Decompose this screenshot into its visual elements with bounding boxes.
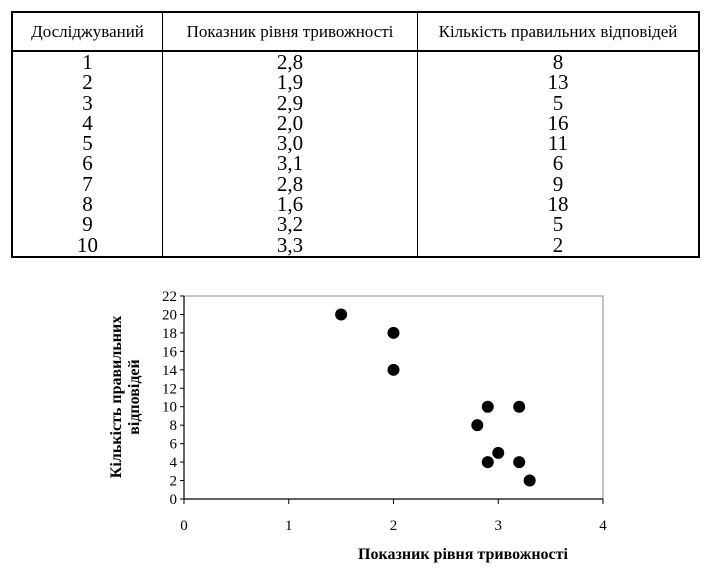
- y-tick-label: 16: [162, 344, 178, 360]
- table-cell: 9: [82, 212, 93, 237]
- table-cell: 5: [82, 131, 93, 156]
- x-tick-label: 2: [390, 518, 398, 534]
- table-cell: 7: [82, 171, 93, 196]
- table-cell: 2: [82, 70, 93, 95]
- y-axis-label-line2: відповідей: [126, 359, 143, 435]
- table-header: Досліджуваний Показник рівня тривожності…: [13, 13, 698, 52]
- y-tick-label: 2: [170, 474, 178, 490]
- data-point: [513, 456, 526, 469]
- table-cell: 10: [77, 232, 98, 257]
- data-point: [387, 363, 400, 376]
- y-tick-label: 12: [162, 381, 177, 397]
- y-tick-label: 14: [162, 363, 178, 379]
- y-tick-label: 18: [162, 326, 177, 342]
- column-correct-answers: 8 13 5 16 11 6 9 18 5 2: [418, 50, 698, 257]
- data-point: [481, 400, 494, 413]
- data-table: Досліджуваний Показник рівня тривожності…: [11, 11, 700, 258]
- x-tick-label: 3: [495, 518, 503, 534]
- header-anxiety: Показник рівня тривожності: [163, 13, 418, 50]
- table-cell: 2,9: [276, 90, 304, 115]
- table-cell: 5: [552, 212, 564, 237]
- table-body: 1 2 3 4 5 6 7 8 9 10 2,8 1,9 2,9 2,0 3,0 3,1 2,8 1,6 3,2 3…: [13, 50, 698, 257]
- header-correct-answers: Кількість правильних відповідей: [438, 21, 678, 41]
- table-cell: 3,2: [276, 212, 304, 237]
- y-tick-label: 4: [170, 455, 178, 471]
- table-cell: 8: [82, 192, 93, 217]
- table-cell: 1: [82, 50, 93, 74]
- y-tick-label: 0: [170, 492, 178, 508]
- table-cell: 4: [82, 110, 93, 135]
- table-cell: 2,8: [276, 171, 304, 196]
- table-cell: 3,1: [276, 151, 304, 176]
- x-tick-label: 1: [285, 518, 293, 534]
- table-cell: 2: [552, 232, 564, 257]
- table-cell: 3,3: [276, 232, 304, 257]
- y-tick-label: 6: [170, 437, 178, 453]
- data-point: [387, 326, 400, 339]
- table-cell: 16: [547, 110, 569, 135]
- x-tick-label: 0: [180, 518, 188, 534]
- table-cell: 5: [552, 90, 564, 115]
- table-cell: 13: [547, 70, 569, 95]
- table-cell: 2,8: [276, 50, 304, 74]
- data-point: [471, 419, 484, 432]
- table-cell: 8: [552, 50, 564, 74]
- y-tick-label: 22: [162, 289, 177, 305]
- table-cell: 11: [547, 131, 569, 156]
- x-axis-label: Показник рівня тривожності: [358, 546, 568, 563]
- table-cell: 6: [552, 151, 564, 176]
- column-subject: 1 2 3 4 5 6 7 8 9 10: [13, 50, 163, 257]
- column-anxiety: 2,8 1,9 2,9 2,0 3,0 3,1 2,8 1,6 3,2 3,3: [163, 50, 418, 257]
- y-tick-label: 20: [162, 307, 177, 323]
- table-cell: 3,0: [276, 131, 304, 156]
- table-cell: 6: [82, 151, 93, 176]
- data-point: [513, 400, 526, 413]
- header-subject: Досліджуваний: [13, 13, 163, 50]
- table-cell: 2,0: [276, 110, 304, 135]
- plot-area: [183, 295, 604, 500]
- y-tick-label: 10: [162, 400, 177, 416]
- x-tick-label: 4: [599, 518, 607, 534]
- y-tick-label: 8: [170, 418, 178, 434]
- data-point: [335, 308, 348, 321]
- table-cell: 1,9: [276, 70, 304, 95]
- table-cell: 9: [552, 171, 564, 196]
- y-axis-label-line1: Кількість правильних: [108, 316, 125, 478]
- table-cell: 1,6: [276, 192, 304, 217]
- data-point: [523, 474, 536, 487]
- table-cell: 3: [82, 90, 93, 115]
- table-cell: 18: [547, 192, 569, 217]
- data-point: [492, 446, 505, 459]
- data-point: [481, 456, 494, 469]
